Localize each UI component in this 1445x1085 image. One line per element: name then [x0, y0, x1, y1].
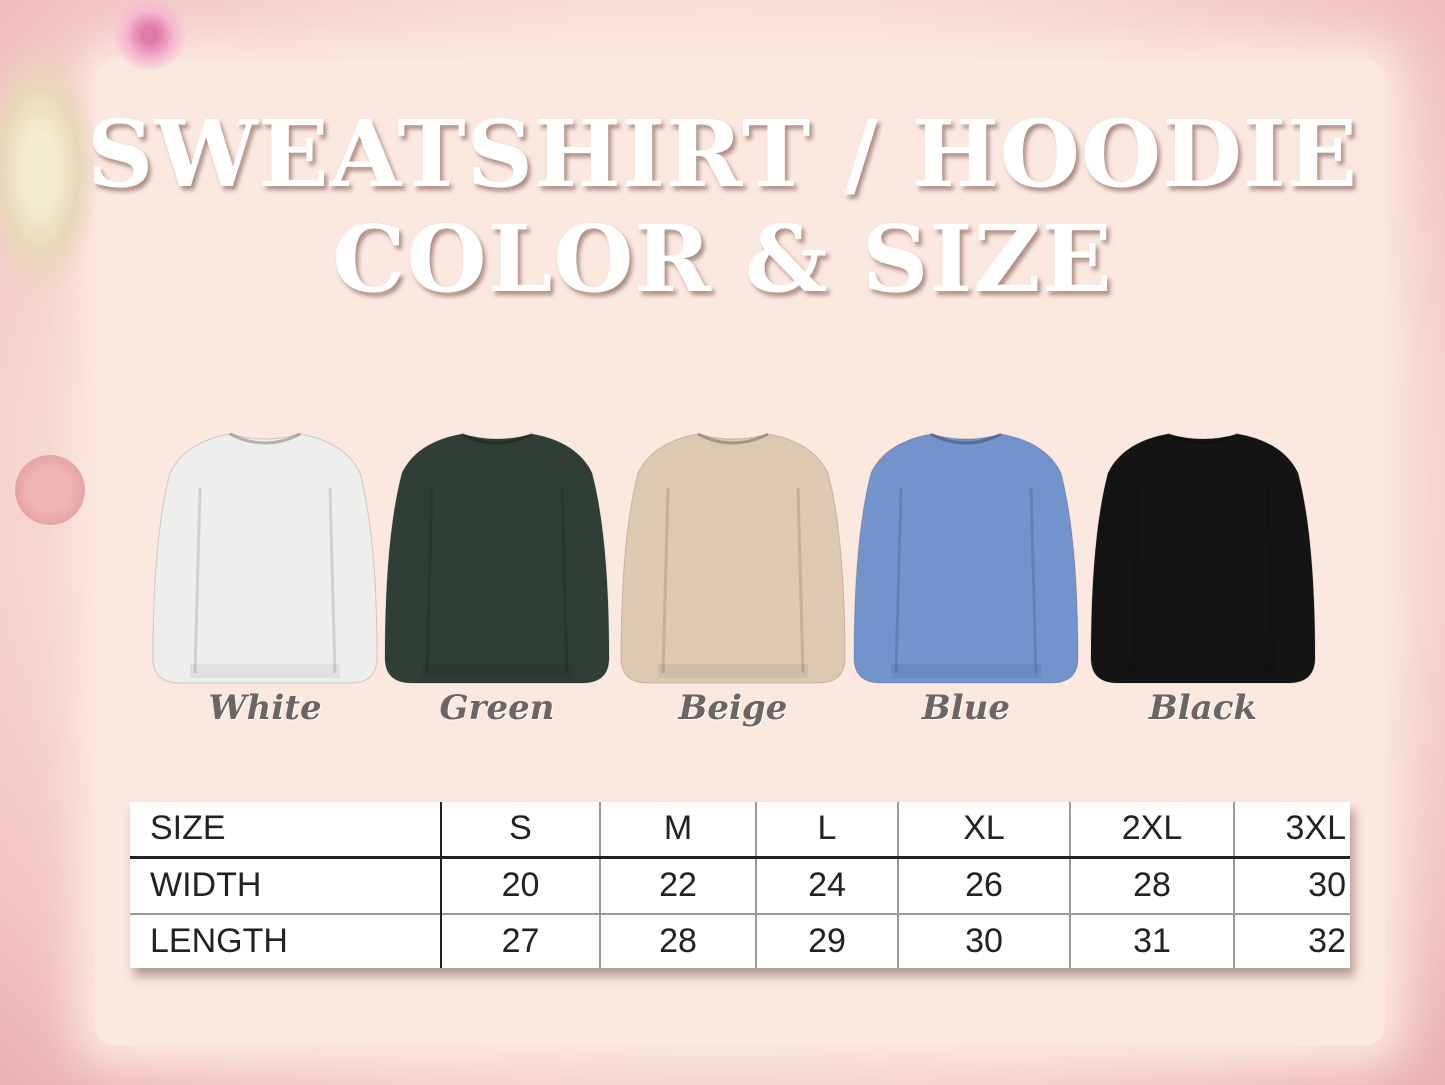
sweatshirt-white: [145, 428, 385, 690]
table-cell: XL: [897, 802, 1070, 859]
table-cell: 29: [755, 912, 898, 968]
sweatshirt-green: [377, 428, 617, 690]
table-cell: WIDTH: [130, 856, 442, 914]
table-cell: 28: [1069, 856, 1234, 914]
button-decoration: [15, 455, 85, 525]
table-cell: 3XL: [1233, 802, 1350, 859]
table-cell: S: [440, 802, 600, 859]
table-cell: M: [599, 802, 756, 859]
sweatshirt-blue: [846, 428, 1086, 690]
color-label: Beige: [678, 688, 788, 728]
flower-decoration: [110, 0, 190, 70]
table-cell: 30: [897, 912, 1070, 968]
size-table: SIZE S M L XL 2XL 3XL WIDTH 20 22 24 26 …: [130, 802, 1350, 968]
table-cell: 20: [440, 856, 600, 914]
table-cell: 27: [440, 912, 600, 968]
color-label: Black: [1149, 688, 1257, 728]
color-label: Green: [439, 688, 555, 728]
sweatshirt-beige: [613, 428, 853, 690]
color-label: White: [208, 688, 322, 728]
flower-decoration: [0, 40, 100, 300]
table-header-row: SIZE S M L XL 2XL 3XL: [130, 802, 1350, 859]
table-cell: 26: [897, 856, 1070, 914]
table-row: LENGTH 27 28 29 30 31 32: [130, 912, 1350, 968]
table-cell: L: [755, 802, 898, 859]
table-cell: LENGTH: [130, 912, 442, 968]
color-label: Blue: [921, 688, 1010, 728]
table-cell: 28: [599, 912, 756, 968]
table-cell: 22: [599, 856, 756, 914]
table-cell: 31: [1069, 912, 1234, 968]
sweatshirt-black: [1083, 428, 1323, 690]
table-cell: 32: [1233, 912, 1350, 968]
table-row: WIDTH 20 22 24 26 28 30: [130, 856, 1350, 914]
title-line-2: COLOR & SIZE: [332, 205, 1113, 313]
table-cell: 24: [755, 856, 898, 914]
table-cell: SIZE: [130, 802, 442, 859]
title-line-1: SWEATSHIRT / HOODIE: [86, 100, 1359, 208]
table-cell: 2XL: [1069, 802, 1234, 859]
table-cell: 30: [1233, 856, 1350, 914]
